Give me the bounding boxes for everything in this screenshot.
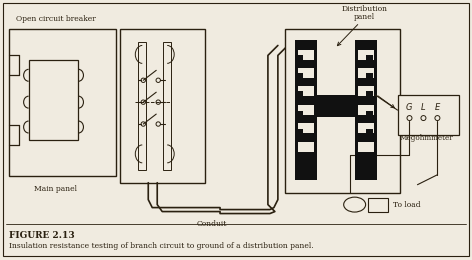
Bar [120,29,205,183]
Text: Open circuit breaker: Open circuit breaker [16,15,95,23]
Bar [358,123,374,133]
Text: Insulation resistance testing of branch circuit to ground of a distribution pane: Insulation resistance testing of branch … [8,242,313,250]
Bar [317,95,354,117]
Bar [138,42,146,170]
Text: Conduit: Conduit [197,219,227,228]
Text: panel: panel [354,12,375,21]
Bar [163,42,171,170]
Bar [296,111,303,118]
Text: Distribution: Distribution [342,5,388,13]
Bar [298,142,314,152]
Text: FIGURE 2.13: FIGURE 2.13 [8,231,75,240]
Text: $E$: $E$ [434,101,441,112]
Bar [298,50,314,60]
Bar [298,68,314,78]
Text: $G$: $G$ [405,101,413,112]
Text: Megohmmeter: Megohmmeter [399,134,453,142]
Bar [298,123,314,133]
Bar [295,41,317,180]
Bar [298,86,314,96]
Text: To load: To load [393,201,420,209]
Bar [358,86,374,96]
Bar [358,68,374,78]
Bar [366,129,372,136]
Bar [368,198,388,212]
Bar [358,50,374,60]
Bar [358,105,374,115]
Text: $L$: $L$ [421,101,427,112]
Ellipse shape [344,197,366,212]
Bar [366,55,372,62]
Bar [397,95,459,135]
Bar [366,91,372,98]
Bar [29,60,78,140]
Bar [296,55,303,62]
Bar [296,91,303,98]
Bar [366,111,372,118]
Text: Main panel: Main panel [34,185,77,193]
Bar [366,73,372,80]
Bar [8,29,117,176]
Bar [358,142,374,152]
Bar [354,41,377,180]
Bar [296,73,303,80]
Bar [296,129,303,136]
Bar [298,105,314,115]
Bar [285,29,399,193]
